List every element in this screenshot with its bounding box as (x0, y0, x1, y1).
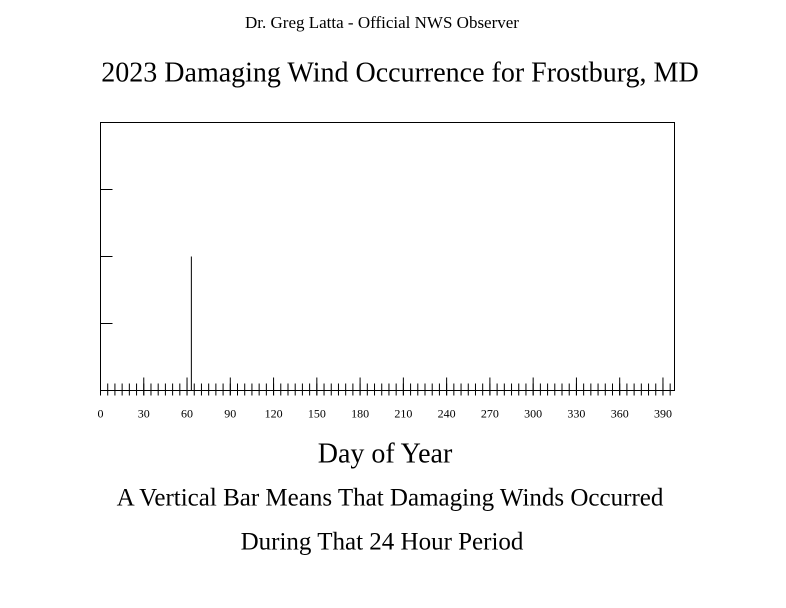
x-tick-label: 0 (98, 406, 104, 420)
x-tick-label: 300 (524, 406, 542, 420)
annotation: During That 24 Hour Period (241, 529, 524, 556)
x-tick-label: 360 (611, 406, 629, 420)
annotation: A Vertical Bar Means That Damaging Winds… (117, 485, 664, 512)
x-tick-label: 180 (351, 406, 369, 420)
chart-title: 2023 Damaging Wind Occurrence for Frostb… (101, 57, 698, 88)
x-tick-label: 90 (224, 406, 236, 420)
x-tick-label: 270 (481, 406, 499, 420)
x-tick-label: 390 (654, 406, 672, 420)
x-tick-label: 150 (308, 406, 326, 420)
x-tick-label: 30 (138, 406, 150, 420)
x-tick-label: 210 (394, 406, 412, 420)
header: Dr. Greg Latta - Official NWS Observer (245, 13, 519, 32)
x-tick-label: 330 (567, 406, 585, 420)
x-tick-label: 120 (265, 406, 283, 420)
x-axis-label: Day of Year (318, 438, 453, 469)
x-tick-label: 240 (438, 406, 456, 420)
x-tick-label: 60 (181, 406, 193, 420)
